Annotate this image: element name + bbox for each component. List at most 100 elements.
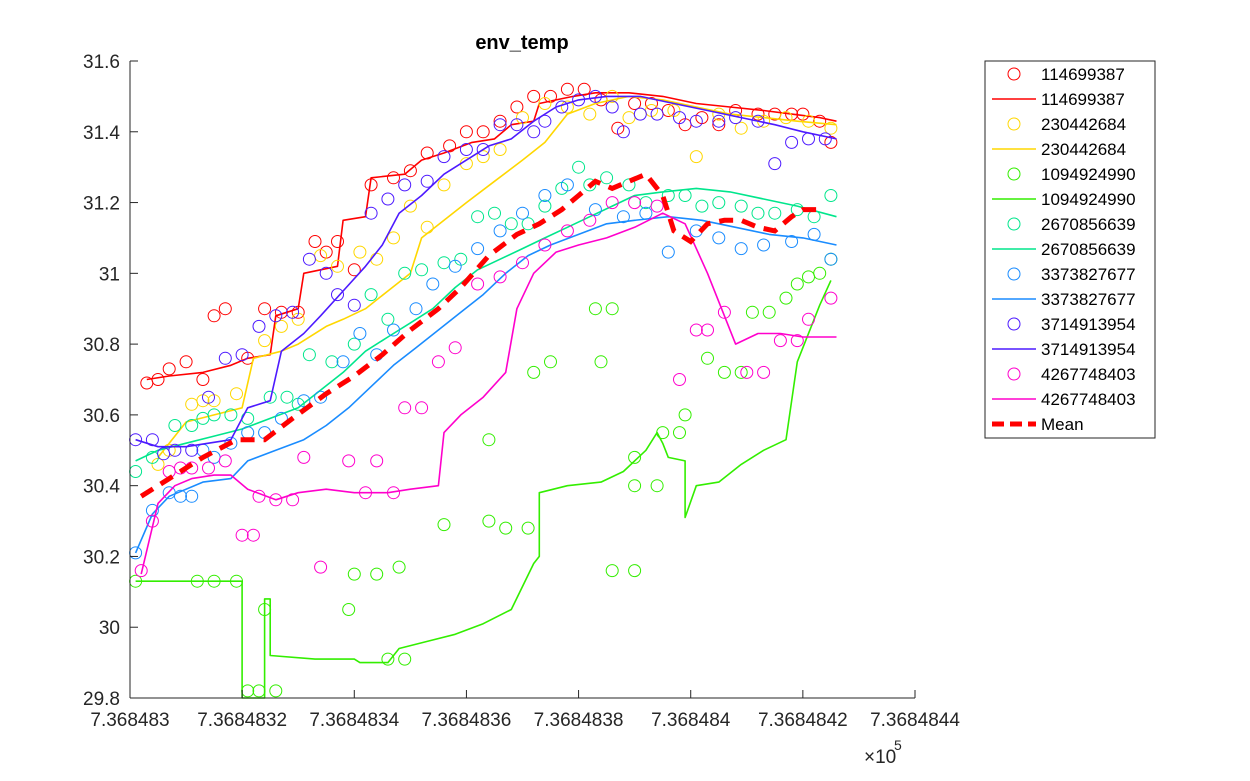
series-3373827677: [129, 178, 838, 560]
data-point: [168, 419, 182, 432]
data-point: [319, 266, 333, 280]
data-point: [218, 302, 232, 316]
x-tick-label: 7.3684832: [197, 710, 287, 731]
data-point: [448, 341, 462, 355]
data-point: [572, 93, 586, 107]
data-point: [493, 114, 507, 128]
data-point: [364, 206, 378, 220]
data-point: [560, 178, 574, 192]
series-4267748403: [134, 196, 838, 578]
legend-label: 1094924990: [1041, 165, 1136, 184]
data-point: [605, 564, 619, 578]
data-point: [381, 192, 395, 206]
data-point: [331, 288, 344, 302]
data-point: [650, 479, 664, 493]
legend-label: 2670856639: [1041, 240, 1136, 259]
data-point: [538, 114, 552, 128]
data-point: [504, 217, 518, 231]
data-point: [818, 132, 832, 146]
data-point: [145, 503, 159, 517]
x-exponent-base: ×10: [864, 747, 896, 768]
data-point: [616, 125, 630, 139]
data-point: [717, 305, 731, 319]
data-point: [645, 97, 658, 110]
legend-marker: [1007, 267, 1021, 281]
data-point: [185, 419, 199, 432]
data-point: [224, 408, 238, 422]
y-tick-label: 30: [99, 618, 120, 639]
data-point: [628, 564, 642, 578]
data-point: [712, 114, 726, 128]
data-point: [560, 100, 574, 114]
data-point: [785, 135, 799, 149]
data-point: [824, 121, 838, 135]
legend-label: 2670856639: [1041, 215, 1136, 234]
x-tick-label: 7.3684836: [422, 710, 512, 731]
data-point: [437, 150, 451, 164]
data-point: [790, 277, 804, 291]
data-point: [202, 461, 215, 475]
data-point: [538, 97, 552, 110]
legend-label: 4267748403: [1041, 390, 1136, 409]
data-point: [560, 224, 574, 238]
data-point: [448, 259, 462, 273]
legend-entry: 2670856639: [992, 240, 1136, 259]
legend-marker: [1007, 367, 1021, 381]
data-point: [370, 454, 384, 468]
legend-entry: 3714913954: [992, 340, 1136, 359]
data-point: [162, 362, 176, 376]
data-point: [802, 114, 815, 128]
data-point: [207, 309, 221, 323]
x-exponent-label: ×10 5: [864, 737, 902, 768]
data-point: [824, 291, 838, 305]
data-point: [751, 114, 765, 128]
data-point: [588, 302, 602, 316]
data-point: [689, 114, 703, 128]
data-point: [431, 355, 445, 369]
data-point: [493, 143, 507, 156]
data-point: [588, 89, 602, 103]
data-point: [499, 521, 513, 535]
data-point: [426, 277, 440, 291]
data-point: [583, 107, 597, 121]
data-point: [235, 528, 249, 542]
data-point: [269, 493, 283, 507]
data-point: [342, 454, 356, 468]
data-point: [230, 387, 243, 401]
data-point: [196, 373, 210, 386]
legend-label: 3373827677: [1041, 265, 1136, 284]
data-point: [202, 390, 215, 404]
data-point: [258, 334, 272, 348]
data-point: [695, 199, 709, 213]
data-point: [605, 196, 619, 210]
data-point: [493, 118, 507, 132]
data-point: [314, 560, 328, 574]
data-point: [594, 355, 608, 369]
data-point: [218, 351, 232, 365]
x-exponent-power: 5: [894, 737, 902, 753]
data-point: [661, 189, 675, 202]
data-point: [628, 479, 642, 493]
series-line: [140, 212, 837, 575]
legend-entry: 230442684: [992, 140, 1126, 159]
data-point: [538, 189, 552, 202]
data-point: [813, 266, 827, 280]
legend-entry: Mean: [992, 415, 1084, 434]
data-point: [768, 157, 782, 171]
data-point: [387, 486, 400, 500]
data-point: [302, 252, 316, 266]
data-point: [134, 564, 148, 578]
data-point: [145, 433, 159, 447]
data-point: [600, 171, 614, 185]
x-tick-label: 7.368484: [651, 710, 731, 731]
data-point: [740, 365, 754, 379]
legend-marker: [1007, 217, 1021, 231]
data-point: [263, 390, 277, 404]
legend-label: 3714913954: [1041, 340, 1136, 359]
legend-entry: 4267748403: [992, 390, 1136, 409]
data-point: [342, 603, 356, 616]
data-point: [712, 196, 726, 210]
y-tick-label: 30.4: [83, 477, 120, 498]
y-tick-label: 31.6: [83, 52, 120, 73]
